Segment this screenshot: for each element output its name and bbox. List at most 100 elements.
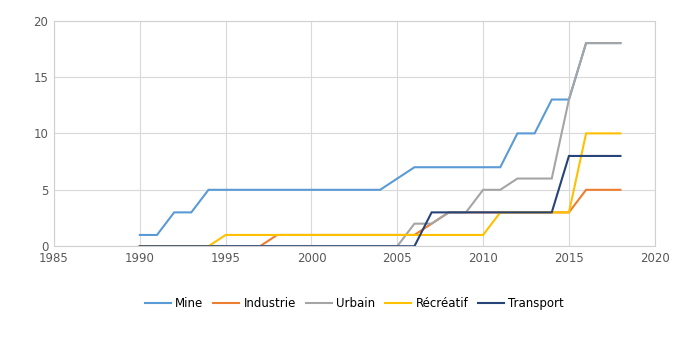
Mine bbox=[290, 188, 298, 192]
Industrie bbox=[445, 210, 453, 214]
Industrie bbox=[325, 233, 333, 237]
Industrie bbox=[547, 210, 556, 214]
Industrie bbox=[273, 233, 281, 237]
Récréatif bbox=[325, 233, 333, 237]
Industrie bbox=[170, 244, 178, 248]
Récréatif bbox=[445, 233, 453, 237]
Industrie bbox=[394, 233, 402, 237]
Industrie bbox=[342, 233, 350, 237]
Urbain bbox=[325, 244, 333, 248]
Transport bbox=[205, 244, 213, 248]
Mine bbox=[153, 233, 161, 237]
Industrie bbox=[307, 233, 315, 237]
Récréatif bbox=[256, 233, 264, 237]
Urbain bbox=[410, 222, 418, 226]
Transport bbox=[514, 210, 522, 214]
Industrie bbox=[479, 210, 487, 214]
Transport bbox=[547, 210, 556, 214]
Transport bbox=[565, 154, 573, 158]
Urbain bbox=[582, 41, 590, 45]
Transport bbox=[153, 244, 161, 248]
Récréatif bbox=[170, 244, 178, 248]
Urbain bbox=[514, 176, 522, 181]
Transport bbox=[273, 244, 281, 248]
Urbain bbox=[187, 244, 195, 248]
Industrie bbox=[205, 244, 213, 248]
Line: Industrie: Industrie bbox=[140, 190, 620, 246]
Urbain bbox=[616, 41, 624, 45]
Urbain bbox=[342, 244, 350, 248]
Récréatif bbox=[239, 233, 247, 237]
Transport bbox=[531, 210, 539, 214]
Récréatif bbox=[187, 244, 195, 248]
Mine bbox=[514, 131, 522, 135]
Récréatif bbox=[359, 233, 367, 237]
Mine bbox=[187, 210, 195, 214]
Récréatif bbox=[582, 131, 590, 135]
Transport bbox=[239, 244, 247, 248]
Mine bbox=[582, 41, 590, 45]
Transport bbox=[359, 244, 367, 248]
Urbain bbox=[359, 244, 367, 248]
Récréatif bbox=[616, 131, 624, 135]
Urbain bbox=[496, 188, 504, 192]
Industrie bbox=[239, 244, 247, 248]
Récréatif bbox=[599, 131, 608, 135]
Mine bbox=[342, 188, 350, 192]
Transport bbox=[187, 244, 195, 248]
Industrie bbox=[599, 188, 608, 192]
Récréatif bbox=[462, 233, 470, 237]
Transport bbox=[221, 244, 230, 248]
Urbain bbox=[153, 244, 161, 248]
Récréatif bbox=[496, 210, 504, 214]
Urbain bbox=[531, 176, 539, 181]
Récréatif bbox=[221, 233, 230, 237]
Transport bbox=[290, 244, 298, 248]
Mine bbox=[256, 188, 264, 192]
Urbain bbox=[565, 97, 573, 102]
Transport bbox=[462, 210, 470, 214]
Mine bbox=[359, 188, 367, 192]
Urbain bbox=[445, 210, 453, 214]
Transport bbox=[427, 210, 435, 214]
Mine bbox=[273, 188, 281, 192]
Urbain bbox=[136, 244, 144, 248]
Transport bbox=[479, 210, 487, 214]
Transport bbox=[599, 154, 608, 158]
Transport bbox=[256, 244, 264, 248]
Transport bbox=[394, 244, 402, 248]
Urbain bbox=[394, 244, 402, 248]
Récréatif bbox=[342, 233, 350, 237]
Industrie bbox=[221, 244, 230, 248]
Récréatif bbox=[394, 233, 402, 237]
Mine bbox=[479, 165, 487, 169]
Mine bbox=[307, 188, 315, 192]
Urbain bbox=[547, 176, 556, 181]
Récréatif bbox=[153, 244, 161, 248]
Transport bbox=[445, 210, 453, 214]
Mine bbox=[462, 165, 470, 169]
Industrie bbox=[427, 222, 435, 226]
Transport bbox=[170, 244, 178, 248]
Line: Urbain: Urbain bbox=[140, 43, 620, 246]
Urbain bbox=[205, 244, 213, 248]
Transport bbox=[376, 244, 384, 248]
Récréatif bbox=[410, 233, 418, 237]
Récréatif bbox=[565, 210, 573, 214]
Industrie bbox=[531, 210, 539, 214]
Transport bbox=[136, 244, 144, 248]
Industrie bbox=[359, 233, 367, 237]
Mine bbox=[170, 210, 178, 214]
Urbain bbox=[273, 244, 281, 248]
Line: Récréatif: Récréatif bbox=[140, 133, 620, 246]
Urbain bbox=[376, 244, 384, 248]
Récréatif bbox=[376, 233, 384, 237]
Line: Transport: Transport bbox=[140, 156, 620, 246]
Urbain bbox=[170, 244, 178, 248]
Mine bbox=[599, 41, 608, 45]
Industrie bbox=[582, 188, 590, 192]
Industrie bbox=[153, 244, 161, 248]
Mine bbox=[427, 165, 435, 169]
Récréatif bbox=[307, 233, 315, 237]
Mine bbox=[565, 97, 573, 102]
